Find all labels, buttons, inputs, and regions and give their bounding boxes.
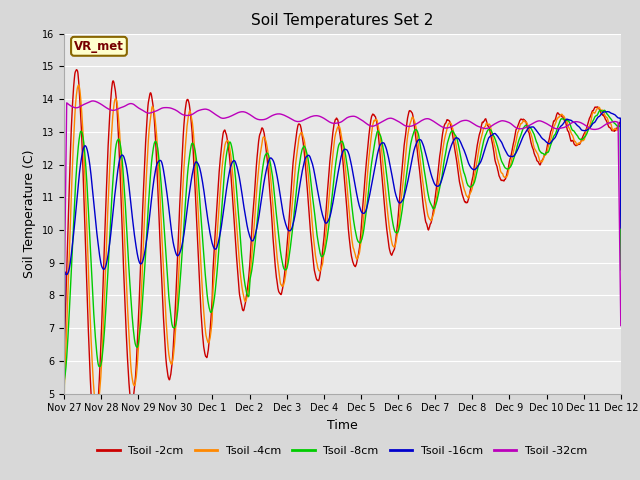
Title: Soil Temperatures Set 2: Soil Temperatures Set 2 — [252, 13, 433, 28]
Text: VR_met: VR_met — [74, 40, 124, 53]
Legend: Tsoil -2cm, Tsoil -4cm, Tsoil -8cm, Tsoil -16cm, Tsoil -32cm: Tsoil -2cm, Tsoil -4cm, Tsoil -8cm, Tsoi… — [93, 441, 592, 460]
X-axis label: Time: Time — [327, 419, 358, 432]
Y-axis label: Soil Temperature (C): Soil Temperature (C) — [23, 149, 36, 278]
